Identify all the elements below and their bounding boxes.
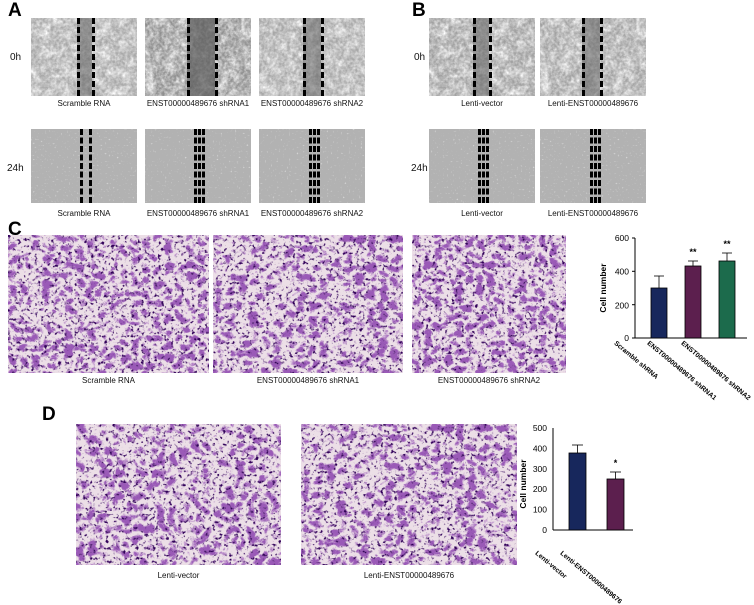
svg-text:**: **	[723, 239, 731, 249]
svg-text:400: 400	[533, 443, 547, 453]
svg-text:100: 100	[533, 505, 547, 515]
svg-text:200: 200	[533, 484, 547, 494]
svg-text:500: 500	[533, 423, 547, 433]
svg-text:Cell number: Cell number	[598, 263, 608, 313]
svg-text:300: 300	[533, 464, 547, 474]
svg-text:*: *	[614, 458, 618, 468]
svg-text:400: 400	[615, 267, 629, 277]
svg-text:600: 600	[615, 233, 629, 243]
svg-text:0: 0	[624, 333, 629, 343]
svg-text:Cell number: Cell number	[518, 459, 528, 509]
svg-text:200: 200	[615, 300, 629, 310]
svg-text:0: 0	[542, 525, 547, 535]
svg-text:**: **	[689, 247, 697, 257]
